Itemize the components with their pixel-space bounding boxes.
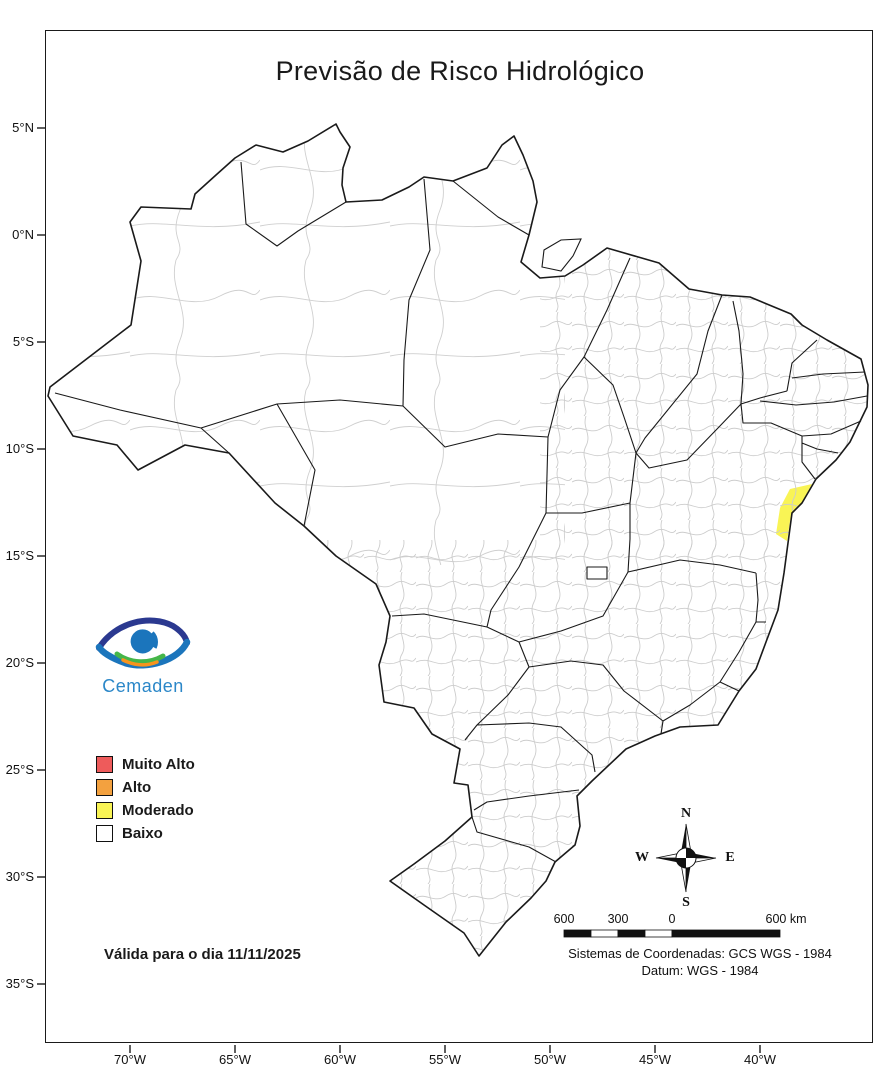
legend-swatch-baixo bbox=[96, 825, 113, 842]
compass-west-label: W bbox=[635, 850, 649, 865]
axis-tick-marks bbox=[37, 127, 761, 1053]
legend-item-baixo: Baixo bbox=[96, 825, 195, 842]
lat-label: 25°S bbox=[5, 762, 34, 777]
lon-label: 45°W bbox=[639, 1052, 671, 1067]
legend-label: Alto bbox=[122, 779, 152, 796]
lat-label: 35°S bbox=[5, 976, 34, 991]
scale-label-300: 300 bbox=[607, 912, 629, 926]
cemaden-logo-icon bbox=[95, 617, 191, 669]
lon-label: 55°W bbox=[429, 1052, 461, 1067]
legend-item-alto: Alto bbox=[96, 779, 195, 796]
compass-east-label: E bbox=[725, 850, 735, 865]
legend-swatch-muito-alto bbox=[96, 756, 113, 773]
country-outline bbox=[47, 123, 869, 957]
legend-label: Baixo bbox=[122, 825, 163, 842]
state-boundaries bbox=[54, 161, 868, 863]
lat-label: 30°S bbox=[5, 869, 34, 884]
datum-text: Datum: WGS - 1984 bbox=[641, 963, 759, 978]
lat-label: 20°S bbox=[5, 655, 34, 670]
marajo-island bbox=[541, 238, 582, 272]
legend-swatch-alto bbox=[96, 779, 113, 796]
risk-legend: Muito Alto Alto Moderado Baixo bbox=[96, 756, 195, 848]
compass-rose-icon bbox=[655, 823, 717, 893]
lon-label: 65°W bbox=[219, 1052, 251, 1067]
compass-north-label: N bbox=[680, 806, 692, 821]
validity-date-text: Válida para o dia 11/11/2025 bbox=[104, 946, 301, 963]
lat-label: 5°N bbox=[12, 120, 34, 135]
legend-label: Muito Alto bbox=[122, 756, 195, 773]
lat-label: 10°S bbox=[5, 441, 34, 456]
compass-south-label: S bbox=[682, 895, 690, 910]
map-neatline-frame bbox=[45, 30, 873, 1043]
scale-label-0: 0 bbox=[668, 912, 676, 926]
map-title: Previsão de Risco Hidrológico bbox=[275, 56, 645, 86]
legend-item-muito-alto: Muito Alto bbox=[96, 756, 195, 773]
scale-bar bbox=[563, 929, 781, 938]
legend-label: Moderado bbox=[122, 802, 194, 819]
scale-label-600-left: 600 bbox=[553, 912, 575, 926]
lon-label: 60°W bbox=[324, 1052, 356, 1067]
cemaden-logo-text: Cemaden bbox=[102, 676, 184, 696]
lat-label: 5°S bbox=[12, 334, 34, 349]
legend-item-moderado: Moderado bbox=[96, 802, 195, 819]
legend-swatch-moderado bbox=[96, 802, 113, 819]
lat-label: 15°S bbox=[5, 548, 34, 563]
lon-label: 50°W bbox=[534, 1052, 566, 1067]
coordinate-system-text: Sistemas de Coordenadas: GCS WGS - 1984 bbox=[568, 946, 832, 961]
lon-label: 40°W bbox=[744, 1052, 776, 1067]
lon-label: 70°W bbox=[114, 1052, 146, 1067]
scale-label-600-km: 600 km bbox=[765, 912, 807, 926]
lat-label: 0°N bbox=[12, 227, 34, 242]
